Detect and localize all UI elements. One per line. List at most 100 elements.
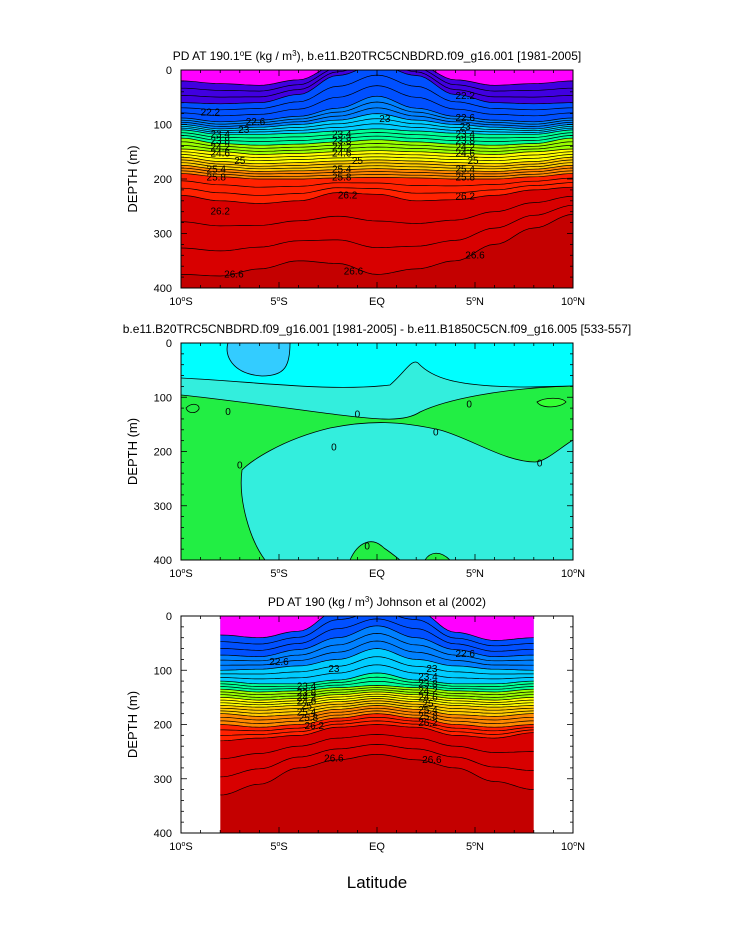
- contour-label: 0: [225, 407, 231, 418]
- contour-line-minor: [220, 710, 534, 724]
- contour-line-minor: [220, 689, 534, 698]
- contour-label: 24.6: [210, 148, 230, 159]
- contour-line-minor: [181, 162, 573, 170]
- diff-contour: [424, 552, 451, 560]
- contour-label: 26.6: [344, 267, 364, 278]
- contour-line-minor: [220, 680, 534, 690]
- contour-line-minor: [181, 101, 573, 125]
- contour-label: 25.4: [332, 165, 352, 176]
- title-text: b.e11.B20TRC5CNBDRD.f09_g16.001 [1981-20…: [123, 322, 632, 336]
- contour-line-minor: [181, 154, 573, 162]
- y-axis-label: DEPTH (m): [125, 691, 140, 758]
- contour-line: [181, 214, 573, 277]
- x-tick-degree: o: [472, 568, 476, 575]
- contour-label: 23.8: [418, 679, 438, 690]
- x-tick-label: EQ: [369, 296, 385, 308]
- x-axis: 10oS 5oS EQ 5oN 10oN: [169, 343, 585, 580]
- contour-line-minor: [220, 734, 534, 760]
- x-tick-num: EQ: [369, 568, 385, 580]
- contour-label: 26.2: [418, 718, 438, 729]
- contour-label: 24.6: [455, 148, 475, 159]
- contour-line: [181, 148, 573, 155]
- diff-contour: [181, 385, 573, 420]
- contour-line-minor: [220, 676, 534, 687]
- contour-line: [220, 724, 534, 742]
- contour-line-minor: [220, 664, 534, 680]
- y-axis: 0 100 200 300 400 DEPTH (m): [125, 65, 573, 295]
- contour-label: 24.6: [332, 148, 352, 159]
- y-tick-label: 0: [166, 65, 172, 77]
- x-tick-label: 5oS: [270, 568, 287, 580]
- contour-label: 25: [467, 156, 479, 167]
- contour-line: [220, 753, 534, 796]
- y-tick-label: 100: [154, 120, 172, 132]
- contour-label: 24.2: [455, 142, 475, 153]
- x-tick-hemisphere: S: [185, 841, 192, 853]
- contour-label: 23.4: [455, 129, 475, 140]
- diff-contour: [226, 343, 291, 377]
- contour-label: 24.6: [297, 697, 317, 708]
- x-tick-degree: o: [276, 568, 280, 575]
- y-tick-label: 300: [154, 229, 172, 241]
- contour-label: 24.2: [297, 692, 317, 703]
- contour-labels: 22.222.62323.423.824.224.62525.425.826.2…: [201, 91, 486, 280]
- panel-title: PD AT 190.1oE (kg / m3), b.e11.B20TRC5CN…: [173, 49, 581, 63]
- contour-line: [181, 137, 573, 146]
- contour-line-minor: [181, 70, 573, 98]
- x-tick-num: 10: [169, 568, 181, 580]
- y-tick-label: 200: [154, 447, 172, 459]
- contour-line-minor: [220, 633, 534, 662]
- x-tick-degree: o: [573, 841, 577, 848]
- contour-line-minor: [220, 687, 534, 696]
- x-tick-degree: o: [573, 568, 577, 575]
- diff-region-small: [350, 541, 400, 560]
- contour-line: [220, 672, 534, 685]
- contour-line-minor: [181, 167, 573, 175]
- contour-line: [181, 173, 573, 180]
- y-axis-label: DEPTH (m): [125, 145, 140, 212]
- y-tick-label: 0: [166, 338, 172, 350]
- y-tick-label: 300: [154, 774, 172, 786]
- contour-label: 23.8: [455, 136, 475, 147]
- x-tick-label: 10oS: [169, 296, 193, 308]
- panel-title: PD AT 190 (kg / m3) Johnson et al (2002): [268, 595, 486, 609]
- contour-line-minor: [220, 744, 534, 778]
- x-tick-degree: o: [472, 296, 476, 303]
- x-tick-num: EQ: [369, 841, 385, 853]
- contour-label: 22.6: [455, 649, 475, 660]
- contour-label: 25.8: [207, 172, 227, 183]
- contour-line: [220, 685, 534, 693]
- y-tick-label: 200: [154, 720, 172, 732]
- contour-label: 25.8: [455, 172, 475, 183]
- contour-label: 26.6: [422, 755, 442, 766]
- x-tick-degree: o: [182, 568, 186, 575]
- contour-line-minor: [220, 707, 534, 721]
- contour-line-minor: [181, 170, 573, 177]
- x-tick-label: EQ: [369, 568, 385, 580]
- y-axis-label: DEPTH (m): [125, 418, 140, 485]
- contour-label: 26.2: [455, 191, 475, 202]
- contour-label: 25.4: [297, 708, 317, 719]
- contour-label: 25.4: [207, 165, 227, 176]
- contour-line-minor: [181, 135, 573, 142]
- title-superscript: 3: [292, 49, 297, 58]
- title-superscript: 3: [365, 595, 370, 604]
- x-tick-hemisphere: S: [185, 296, 192, 308]
- contour-line: [181, 70, 573, 86]
- contour-line-minor: [181, 182, 573, 196]
- x-tick-label: 5oN: [466, 296, 484, 308]
- x-tick-num: 5: [270, 296, 276, 308]
- x-tick-num: 10: [561, 568, 573, 580]
- x-tick-label: 10oS: [169, 841, 193, 853]
- diff-region-negative: [227, 343, 290, 376]
- contour-line: [220, 698, 534, 708]
- title-text: ), b.e11.B20TRC5CNBDRD.f09_g16.001 [1981…: [297, 49, 582, 63]
- title-text: PD AT 190 (kg / m: [268, 595, 365, 609]
- contour-line: [220, 648, 534, 671]
- contour-label: 23.4: [332, 129, 352, 140]
- diff-contour-loop: [536, 397, 567, 408]
- panel-observed-density: 22.62323.423.824.224.62525.425.826.226.6…: [125, 595, 585, 853]
- contour-line-minor: [220, 720, 534, 736]
